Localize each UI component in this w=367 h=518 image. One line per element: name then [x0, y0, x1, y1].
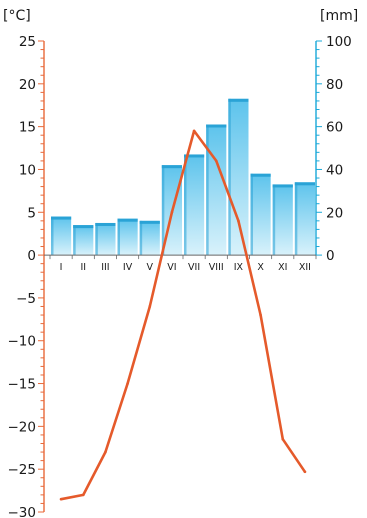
precip-bar-edge [206, 124, 209, 256]
precip-bar [184, 154, 205, 256]
month-label: IV [123, 262, 133, 273]
precip-bar-top [250, 173, 271, 177]
temperature-point [259, 313, 262, 317]
left-tick-label: −5 [16, 291, 36, 307]
month-label: VI [167, 262, 176, 273]
temperature-line-group [59, 129, 307, 501]
temperature-point [170, 210, 174, 214]
left-tick-label: −30 [8, 505, 37, 518]
temperature-point [104, 450, 107, 454]
precip-bar-top [272, 184, 293, 188]
precip-bar [117, 218, 138, 256]
right-tick-label: 40 [326, 162, 343, 178]
precip-bar-top [139, 220, 160, 224]
precip-bar [139, 220, 160, 256]
precip-bar-top [206, 124, 227, 128]
left-tick-label: 10 [19, 162, 36, 178]
month-label: IX [234, 262, 244, 273]
right-tick-label: 80 [326, 77, 343, 93]
month-label: I [60, 262, 63, 273]
month-label: III [101, 262, 109, 273]
precip-bar [294, 182, 315, 256]
month-label: XI [278, 262, 287, 273]
precip-bar-top [294, 182, 315, 186]
precip-bar-top [95, 222, 116, 226]
precipitation-bars [51, 98, 315, 256]
left-tick-label: −15 [8, 377, 37, 393]
left-tick-label: −20 [8, 419, 37, 435]
precip-bar [250, 173, 271, 256]
temperature-point [281, 437, 285, 441]
precip-bar-edge [95, 222, 98, 256]
temperature-point [126, 382, 129, 385]
temperature-point [192, 129, 196, 133]
left-tick-label: 20 [19, 77, 36, 93]
left-tick-label: −25 [8, 462, 37, 478]
precip-bar-edge [73, 225, 76, 256]
precip-bar-edge [51, 216, 54, 256]
temperature-line [59, 129, 307, 501]
left-axis-label: [°C] [3, 8, 31, 24]
left-tick-label: −10 [8, 334, 37, 350]
precip-bar-edge [139, 220, 143, 256]
left-tick-label: 0 [27, 248, 36, 264]
left-temperature-axis: 25 20 15 10 5 0 −5 −10 −15 −20 −25 −30 [8, 34, 45, 518]
month-label: II [80, 262, 86, 273]
precip-bar-edge [250, 173, 253, 256]
right-tick-label: 60 [326, 120, 343, 136]
month-label: X [257, 262, 264, 273]
temperature-point [59, 497, 63, 501]
precip-bar-edge [184, 154, 187, 256]
temperature-point [303, 470, 307, 474]
right-tick-label: 0 [326, 248, 335, 264]
month-axis: I II III IV V VI VII VIII IX X XI XII [44, 254, 317, 273]
right-axis-label: [mm] [320, 8, 358, 24]
temperature-point [214, 159, 218, 163]
left-tick-label: 15 [19, 120, 36, 136]
precip-bar [51, 216, 72, 256]
precip-bar-top [117, 218, 138, 222]
month-label: VII [188, 262, 200, 273]
month-label: VIII [209, 262, 224, 273]
right-precipitation-axis: 100 80 60 40 20 0 [315, 34, 352, 264]
temperature-point [81, 493, 85, 497]
precip-bar [228, 98, 249, 256]
precip-bar-edge [272, 184, 276, 256]
precip-bar-edge [117, 218, 120, 256]
right-tick-label: 20 [326, 205, 343, 221]
precip-bar-top [161, 165, 182, 169]
precip-bar-top [73, 225, 94, 229]
precip-bar [95, 222, 116, 256]
left-tick-label: 25 [19, 34, 36, 50]
precip-bar-edge [228, 98, 231, 256]
precip-bar-top [184, 154, 205, 158]
precip-bar-edge [161, 165, 165, 256]
precip-bar [272, 184, 293, 256]
month-label: XII [299, 262, 311, 273]
right-tick-label: 100 [326, 34, 352, 50]
precip-bar [73, 225, 94, 256]
temperature-point [237, 219, 240, 223]
precip-bar-top [51, 216, 72, 220]
left-tick-label: 5 [27, 205, 36, 221]
precip-bar [206, 124, 227, 256]
precip-bar-top [228, 98, 249, 102]
precip-bar-edge [294, 182, 298, 256]
temperature-point [148, 305, 152, 308]
month-label: V [147, 262, 154, 273]
